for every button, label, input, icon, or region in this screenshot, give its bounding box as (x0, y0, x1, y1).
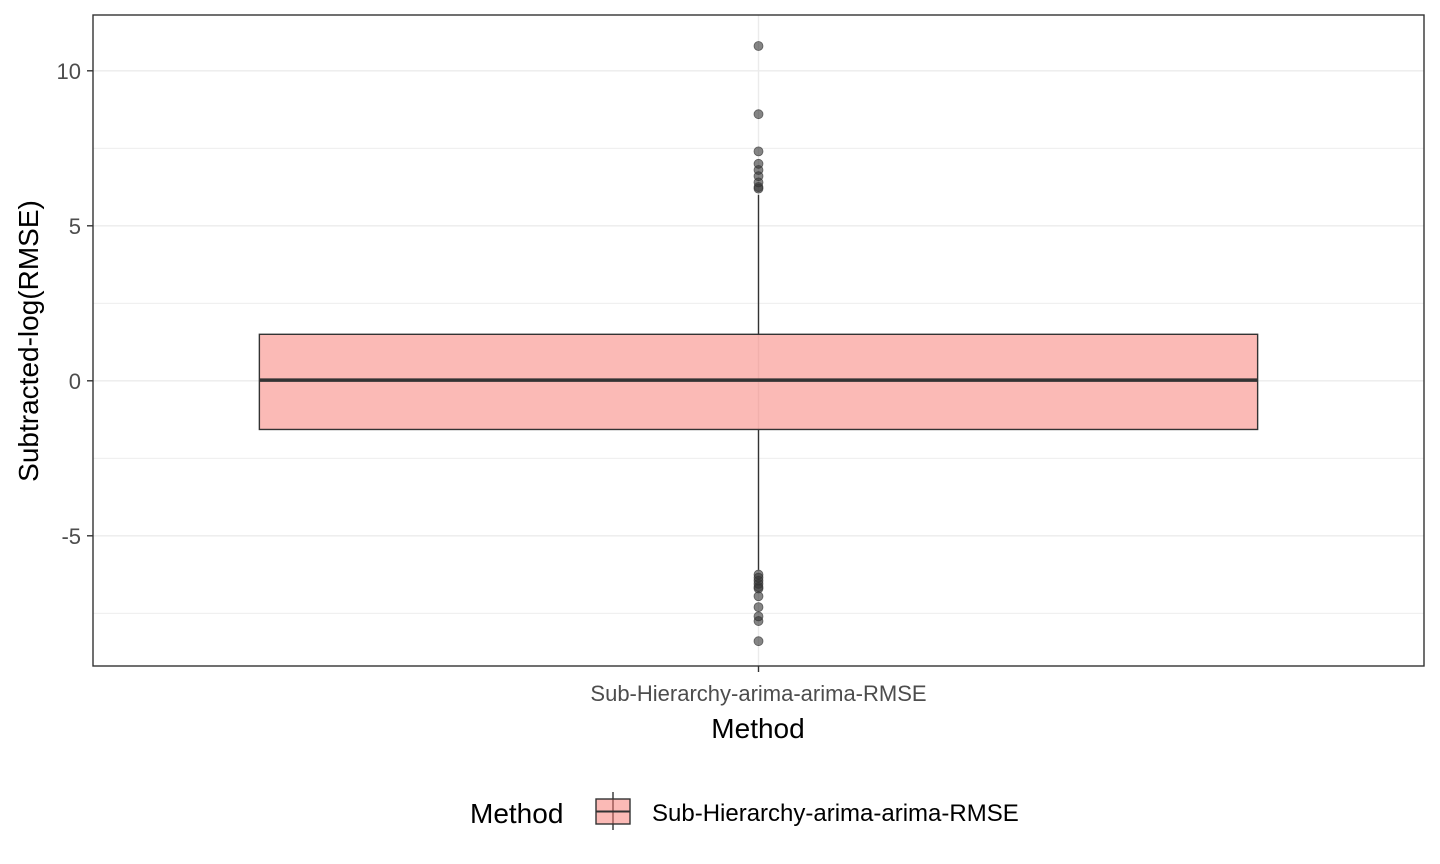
legend-title: Method (470, 798, 563, 829)
outlier-point (753, 183, 764, 194)
legend-entry-label: Sub-Hierarchy-arima-arima-RMSE (652, 800, 1019, 827)
x-axis-title: Method (711, 713, 804, 744)
y-tick-label: 5 (69, 214, 81, 239)
outlier-point (753, 591, 764, 602)
legend-key (595, 792, 631, 830)
box-group (258, 41, 1259, 647)
x-tick-label: Sub-Hierarchy-arima-arima-RMSE (590, 681, 926, 706)
y-axis-title: Subtracted-log(RMSE) (13, 200, 44, 482)
outlier-point (753, 41, 764, 51)
legend: Method Sub-Hierarchy-arima-arima-RMSE (470, 792, 1019, 830)
outlier-point (753, 636, 764, 647)
outlier-point (753, 146, 764, 157)
outlier-point (753, 109, 764, 120)
outlier-point (753, 602, 764, 612)
y-tick-label: 0 (69, 369, 81, 394)
x-axis-ticks: Sub-Hierarchy-arima-arima-RMSE (590, 666, 927, 706)
outlier-point (753, 616, 764, 626)
y-axis-ticks: -5 0 5 10 (57, 59, 93, 549)
y-tick-label: -5 (61, 524, 81, 549)
boxes-layer (258, 41, 1259, 647)
y-tick-label: 10 (57, 59, 81, 84)
